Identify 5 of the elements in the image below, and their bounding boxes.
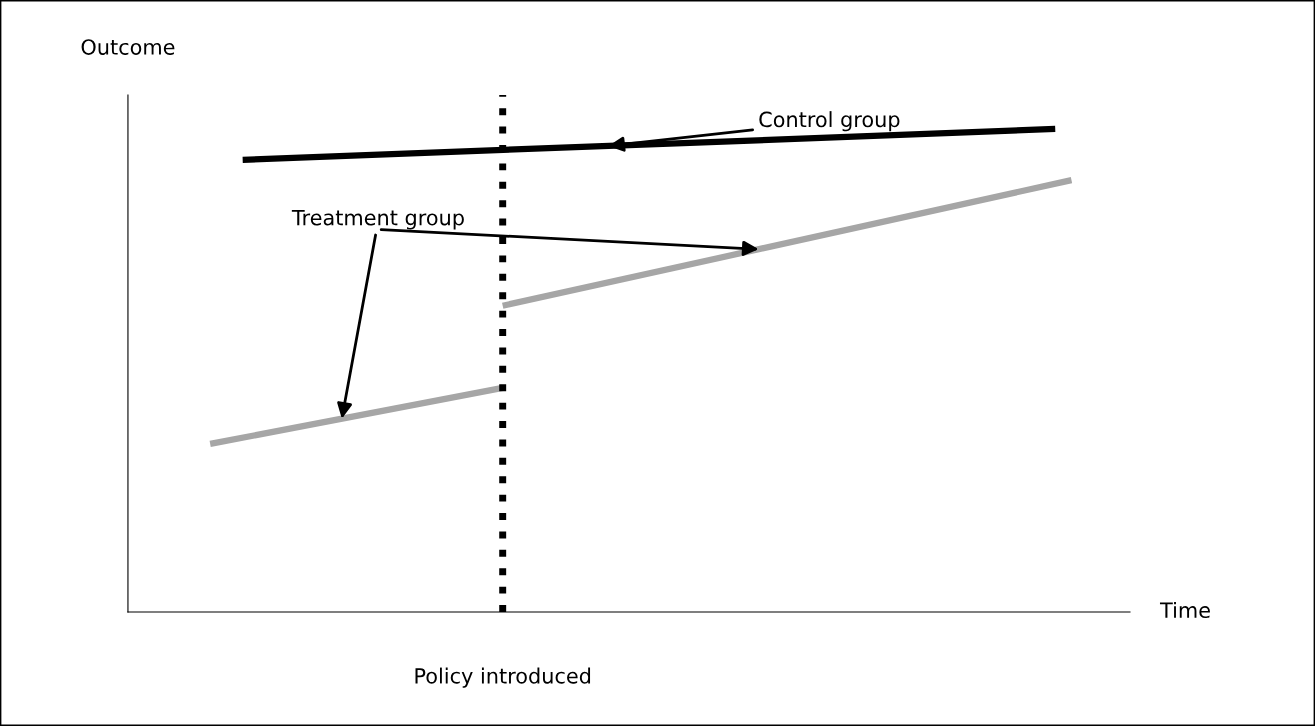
text: Policy introduced [415,667,591,688]
y-axis-title: Outcome [81,39,175,55]
series-label: Control group [759,111,900,132]
x-axis-title: Time [1159,601,1210,619]
text: Treatment group [291,209,464,230]
